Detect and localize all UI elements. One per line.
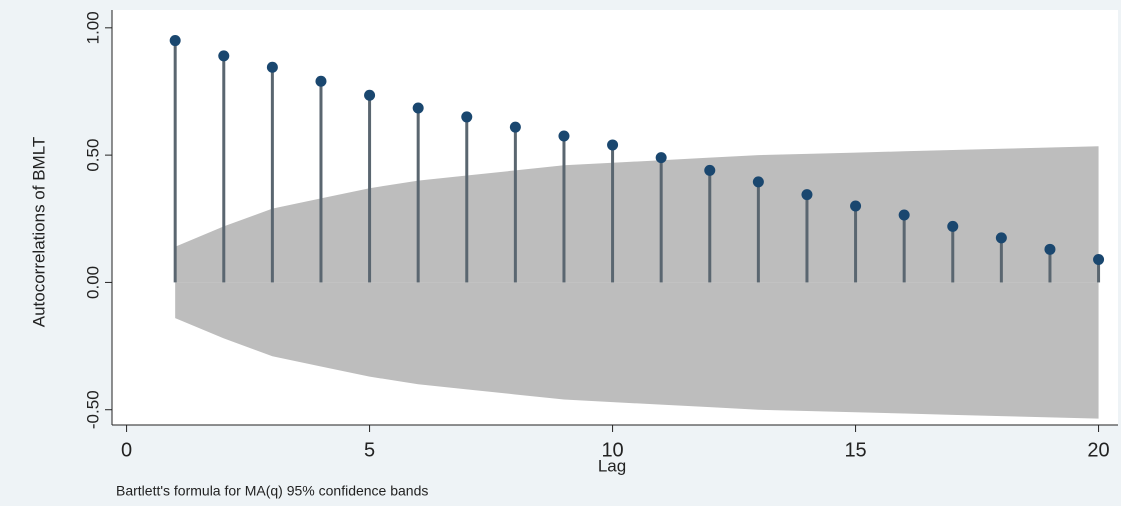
- marker: [1044, 243, 1056, 255]
- y-tick-label: -0.50: [83, 390, 102, 429]
- marker: [412, 102, 424, 114]
- y-axis-title: Autocorrelations of BMLT: [29, 137, 48, 328]
- marker: [266, 61, 278, 73]
- marker: [509, 121, 521, 133]
- marker: [169, 35, 181, 47]
- x-tick-label: 5: [364, 439, 375, 461]
- marker: [558, 130, 570, 142]
- marker: [655, 152, 667, 164]
- confidence-band: [175, 146, 1099, 283]
- x-tick-label: 20: [1087, 439, 1109, 461]
- marker: [898, 209, 910, 221]
- y-tick-label: 0.50: [83, 139, 102, 172]
- y-tick-label: 0.00: [83, 266, 102, 299]
- marker: [607, 139, 619, 151]
- note: Bartlett's formula for MA(q) 95% confide…: [116, 483, 428, 499]
- y-tick-label: 1.00: [83, 11, 102, 44]
- marker: [995, 232, 1007, 244]
- marker: [315, 75, 327, 87]
- x-tick-label: 15: [844, 439, 866, 461]
- x-tick-label: 0: [121, 439, 132, 461]
- confidence-band: [175, 282, 1099, 419]
- marker: [752, 176, 764, 188]
- marker: [218, 50, 230, 62]
- marker: [850, 200, 862, 212]
- marker: [704, 164, 716, 176]
- marker: [947, 220, 959, 232]
- marker: [1093, 254, 1105, 266]
- marker: [801, 189, 813, 201]
- marker: [461, 111, 473, 123]
- x-tick-label: 10: [601, 439, 623, 461]
- x-axis-title: Lag: [598, 456, 626, 475]
- marker: [364, 89, 376, 101]
